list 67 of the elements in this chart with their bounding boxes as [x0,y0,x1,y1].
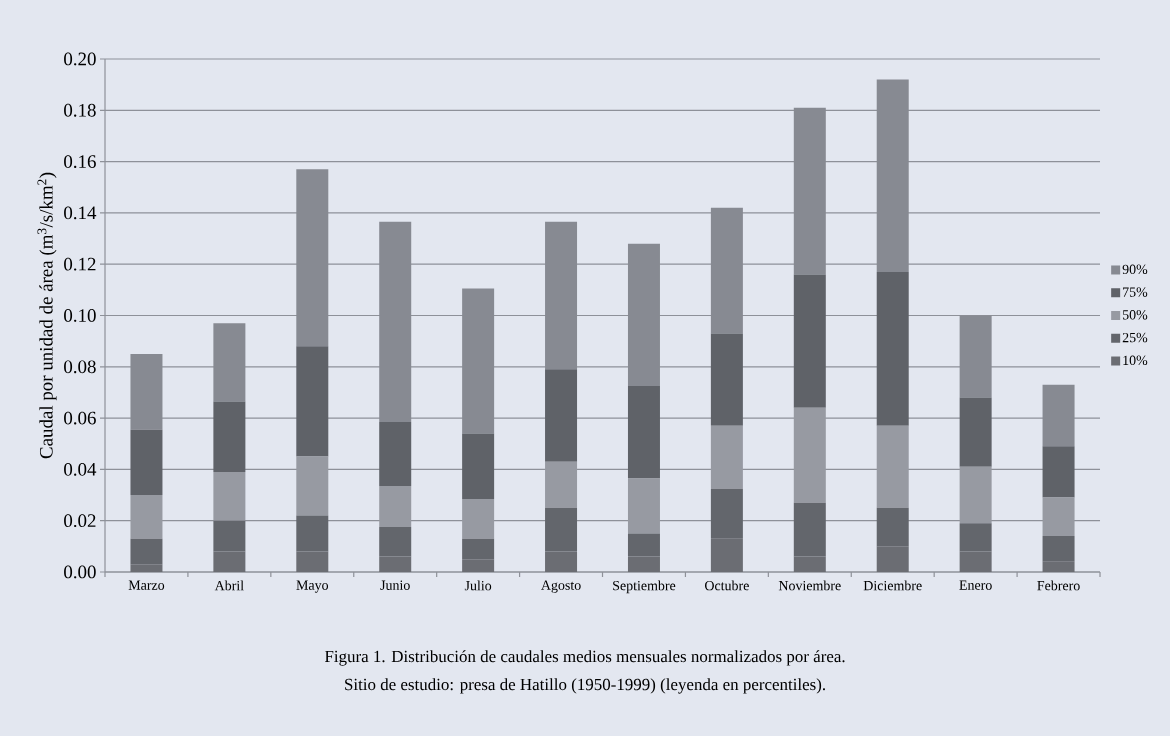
y-tick-label: 0.00 [64,565,96,579]
x-tick-label: Septiembre [613,580,676,594]
y-tick-label: 0.18 [64,103,96,117]
x-tick-label: Enero [959,580,992,590]
bar [627,478,660,534]
text: Figura 1. Distribución de caudales medios mensuales normalizados por área. [324,650,845,666]
x-tick-label: Agosto [541,580,581,593]
y-tick-label: 0.08 [64,360,96,374]
bar [296,346,329,457]
y-tick-label: 0.10 [64,309,96,322]
bar [379,486,412,528]
y-axis-title: Caudal por unidad de área (m$^{3}$/s/km$^{2}$) [37,172,57,459]
bar [876,79,909,272]
y-tick-label: 0.06 [64,411,96,425]
bar [710,207,743,334]
bar [959,466,992,524]
y-tick-label: 0.20 [64,52,96,66]
bar [130,353,163,430]
bar [296,456,329,516]
x-tick-label: Noviembre [778,580,841,591]
bar [710,425,743,489]
bar [213,323,246,402]
x-tick-label: Diciembre [863,580,922,591]
bar [545,369,578,462]
bar [545,221,578,370]
legend-label: 10% [1123,355,1148,366]
bar [1042,384,1075,447]
bar [627,386,660,479]
y-tick-label: 0.12 [64,257,96,271]
x-tick-label: Octubre [705,580,749,591]
bar [710,333,743,426]
bar [627,243,660,387]
bar [959,315,992,398]
bar [793,107,826,275]
bar [959,397,992,467]
bar [1042,446,1075,498]
bar [876,425,909,508]
bar [545,461,578,508]
y-tick-label: 0.16 [64,155,96,169]
text: Sitio de estudio: presa de Hatillo (1950-1999) (leyenda en percentiles). [345,678,825,694]
y-tick-label: 0.02 [64,514,96,528]
y-tick-label: 0.14 [64,206,97,220]
bar [793,407,826,503]
bar [379,421,412,487]
y-tick-label: 0.04 [64,462,97,476]
bar [876,271,909,426]
x-tick-label: Abril [214,580,244,591]
x-tick-label: Julio [464,580,492,591]
x-tick-label: Marzo [128,580,165,590]
legend-label: 90% [1122,264,1148,275]
bar [462,498,495,539]
legend-label: 25% [1122,332,1148,343]
bar [213,471,246,521]
x-tick-label: Mayo [296,580,329,593]
bar [1042,497,1075,537]
bar [462,288,495,434]
bar [213,401,246,472]
legend-label: 75% [1123,287,1148,297]
bar [793,274,826,408]
bar [296,169,329,347]
x-tick-label: Junio [380,580,410,590]
bar [462,433,495,499]
bar [379,221,412,422]
bar [130,495,163,539]
x-tick-label: Febrero [1037,580,1080,591]
bar [130,429,163,496]
legend-label: 50% [1122,310,1148,320]
